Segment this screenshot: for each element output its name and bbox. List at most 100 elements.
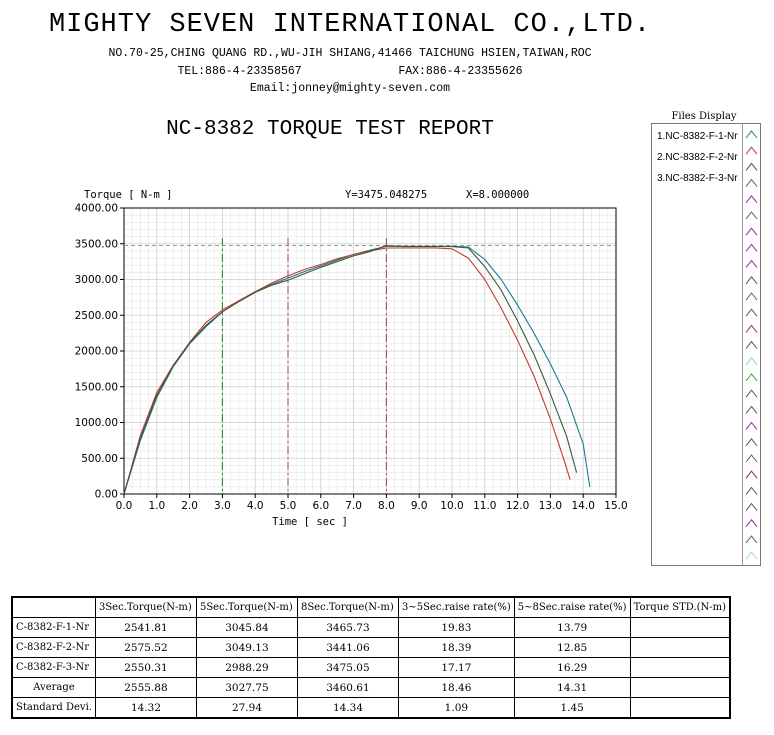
company-name: MIGHTY SEVEN INTERNATIONAL CO.,LTD. (48, 10, 652, 40)
table-cell: 3460.61 (296, 677, 399, 698)
file-swatch-icon (745, 405, 758, 414)
table-header-row: 3Sec.Torque(N-m) 5Sec.Torque(N-m) 8Sec.T… (11, 596, 731, 618)
series-line-2 (123, 247, 571, 495)
table-row: C-8382-F-1-Nr 2541.81 3045.84 3465.73 19… (11, 617, 731, 638)
table-cell (629, 677, 731, 698)
table-cell (629, 657, 731, 678)
table-cell: 14.31 (513, 677, 631, 698)
file-swatch-icon (745, 146, 758, 155)
x-tick-label: 8.0 (378, 500, 395, 512)
file-swatch-icon (745, 535, 758, 544)
company-email: Email:jonney@mighty-seven.com (249, 82, 451, 95)
series-line-1 (123, 245, 591, 495)
x-tick-label: 15.0 (604, 500, 627, 512)
table-cell: 3045.84 (195, 617, 298, 638)
table-cell: 2575.52 (94, 637, 197, 658)
row-label: Average (11, 677, 96, 698)
table-header: 3~5Sec.raise rate(%) (397, 596, 515, 618)
table-cell: 1.45 (513, 697, 631, 719)
x-tick-label: 2.0 (181, 500, 198, 512)
file-swatch-icon (745, 324, 758, 333)
table-cell: 17.17 (397, 657, 515, 678)
y-axis-label: Torque [ N-m ] (84, 189, 173, 201)
file-swatch-icon (745, 551, 758, 560)
file-item-3[interactable]: 3.NC-8382-F-3-Nr (657, 173, 738, 184)
table-row: Standard Devi. 14.32 27.94 14.34 1.09 1.… (11, 697, 731, 719)
y-tick-label: 0.00 (95, 489, 118, 501)
x-tick-label: 4.0 (247, 500, 264, 512)
table-cell: 2550.31 (94, 657, 197, 678)
x-axis-label: Time [ sec ] (272, 516, 348, 528)
row-label: C-8382-F-2-Nr (11, 637, 96, 658)
file-swatch-icon (745, 275, 758, 285)
file-swatch-icon (745, 518, 758, 528)
file-swatch-icon (745, 437, 758, 447)
file-swatch-icon (745, 421, 758, 430)
table-cell: 2988.29 (195, 657, 298, 678)
table-cell: 14.32 (94, 697, 197, 719)
x-tick-label: 6.0 (312, 500, 329, 512)
file-swatch-icon (745, 486, 758, 495)
row-label: Standard Devi. (11, 697, 96, 719)
x-tick-label: 7.0 (345, 500, 362, 512)
table-header: 8Sec.Torque(N-m) (296, 596, 399, 618)
table-cell: 19.83 (397, 617, 515, 638)
company-tel: TEL:886-4-23358567 (177, 65, 302, 78)
table-row: C-8382-F-3-Nr 2550.31 2988.29 3475.05 17… (11, 657, 731, 678)
x-tick-label: 0.0 (116, 500, 133, 512)
table-cell: 14.34 (296, 697, 399, 719)
table-cell (629, 697, 731, 719)
table-header: Torque STD.(N-m) (629, 596, 731, 618)
files-display-panel[interactable]: 1.NC-8382-F-1-Nr 2.NC-8382-F-2-Nr 3.NC-8… (651, 123, 761, 566)
report-table: 3Sec.Torque(N-m) 5Sec.Torque(N-m) 8Sec.T… (11, 596, 732, 719)
x-tick-label: 11.0 (473, 500, 496, 512)
file-swatch-icon (745, 502, 758, 511)
x-tick-label: 1.0 (148, 500, 165, 512)
table-cell: 18.39 (397, 637, 515, 658)
file-swatch-icon (745, 340, 758, 349)
table-cell: 3049.13 (195, 637, 298, 658)
y-tick-label: 2000.00 (75, 346, 118, 358)
cursor-y-readout: Y=3475.048275 (345, 189, 427, 201)
table-cell (629, 617, 731, 638)
table-header: 5Sec.Torque(N-m) (195, 596, 298, 618)
x-tick-label: 14.0 (572, 500, 595, 512)
x-tick-label: 10.0 (440, 500, 463, 512)
table-row: Average 2555.88 3027.75 3460.61 18.46 14… (11, 677, 731, 698)
company-address: NO.70-25,CHING QUANG RD.,WU-JIH SHIANG,4… (108, 47, 592, 60)
table-cell: 2541.81 (94, 617, 197, 638)
y-tick-label: 1500.00 (75, 381, 118, 393)
file-color-swatches (742, 124, 758, 565)
company-contact: TEL:886-4-23358567 FAX:886-4-23355626 (0, 65, 700, 78)
table-cell: 1.09 (397, 697, 515, 719)
y-tick-label: 2500.00 (75, 310, 118, 322)
file-swatch-icon (745, 454, 758, 463)
file-item-2[interactable]: 2.NC-8382-F-2-Nr (657, 152, 738, 163)
cursor-x-readout: X=8.000000 (466, 189, 529, 201)
files-display-title: Files Display (671, 111, 737, 122)
table-header: 5~8Sec.raise rate(%) (513, 596, 631, 618)
torque-chart: 0.0 1.0 2.0 3.0 4.0 5.0 6.0 7.0 8.0 9.0 10.0 11.0 12… (75, 189, 628, 528)
report-title: NC-8382 TORQUE TEST REPORT (166, 118, 494, 141)
table-cell (629, 637, 731, 658)
y-tick-label: 4000.00 (75, 203, 118, 215)
file-swatch-icon (745, 227, 758, 236)
file-swatch-icon (745, 373, 758, 382)
y-tick-label: 3000.00 (75, 274, 118, 286)
table-header: 3Sec.Torque(N-m) (94, 596, 197, 618)
file-item-1[interactable]: 1.NC-8382-F-1-Nr (657, 131, 738, 142)
table-cell: 13.79 (513, 617, 631, 638)
table-header (11, 596, 96, 618)
table-cell: 27.94 (195, 697, 298, 719)
file-swatch-icon (745, 130, 758, 139)
file-swatch-icon (745, 211, 758, 220)
x-tick-label: 3.0 (214, 500, 231, 512)
y-tick-label: 500.00 (81, 453, 118, 465)
y-tick-label: 1000.00 (75, 417, 118, 429)
table-cell: 3475.05 (296, 657, 399, 678)
table-cell: 2555.88 (94, 677, 197, 698)
row-label: C-8382-F-1-Nr (11, 617, 96, 638)
x-tick-label: 9.0 (411, 500, 428, 512)
file-swatch-icon (745, 194, 758, 204)
file-swatch-icon (745, 259, 758, 268)
